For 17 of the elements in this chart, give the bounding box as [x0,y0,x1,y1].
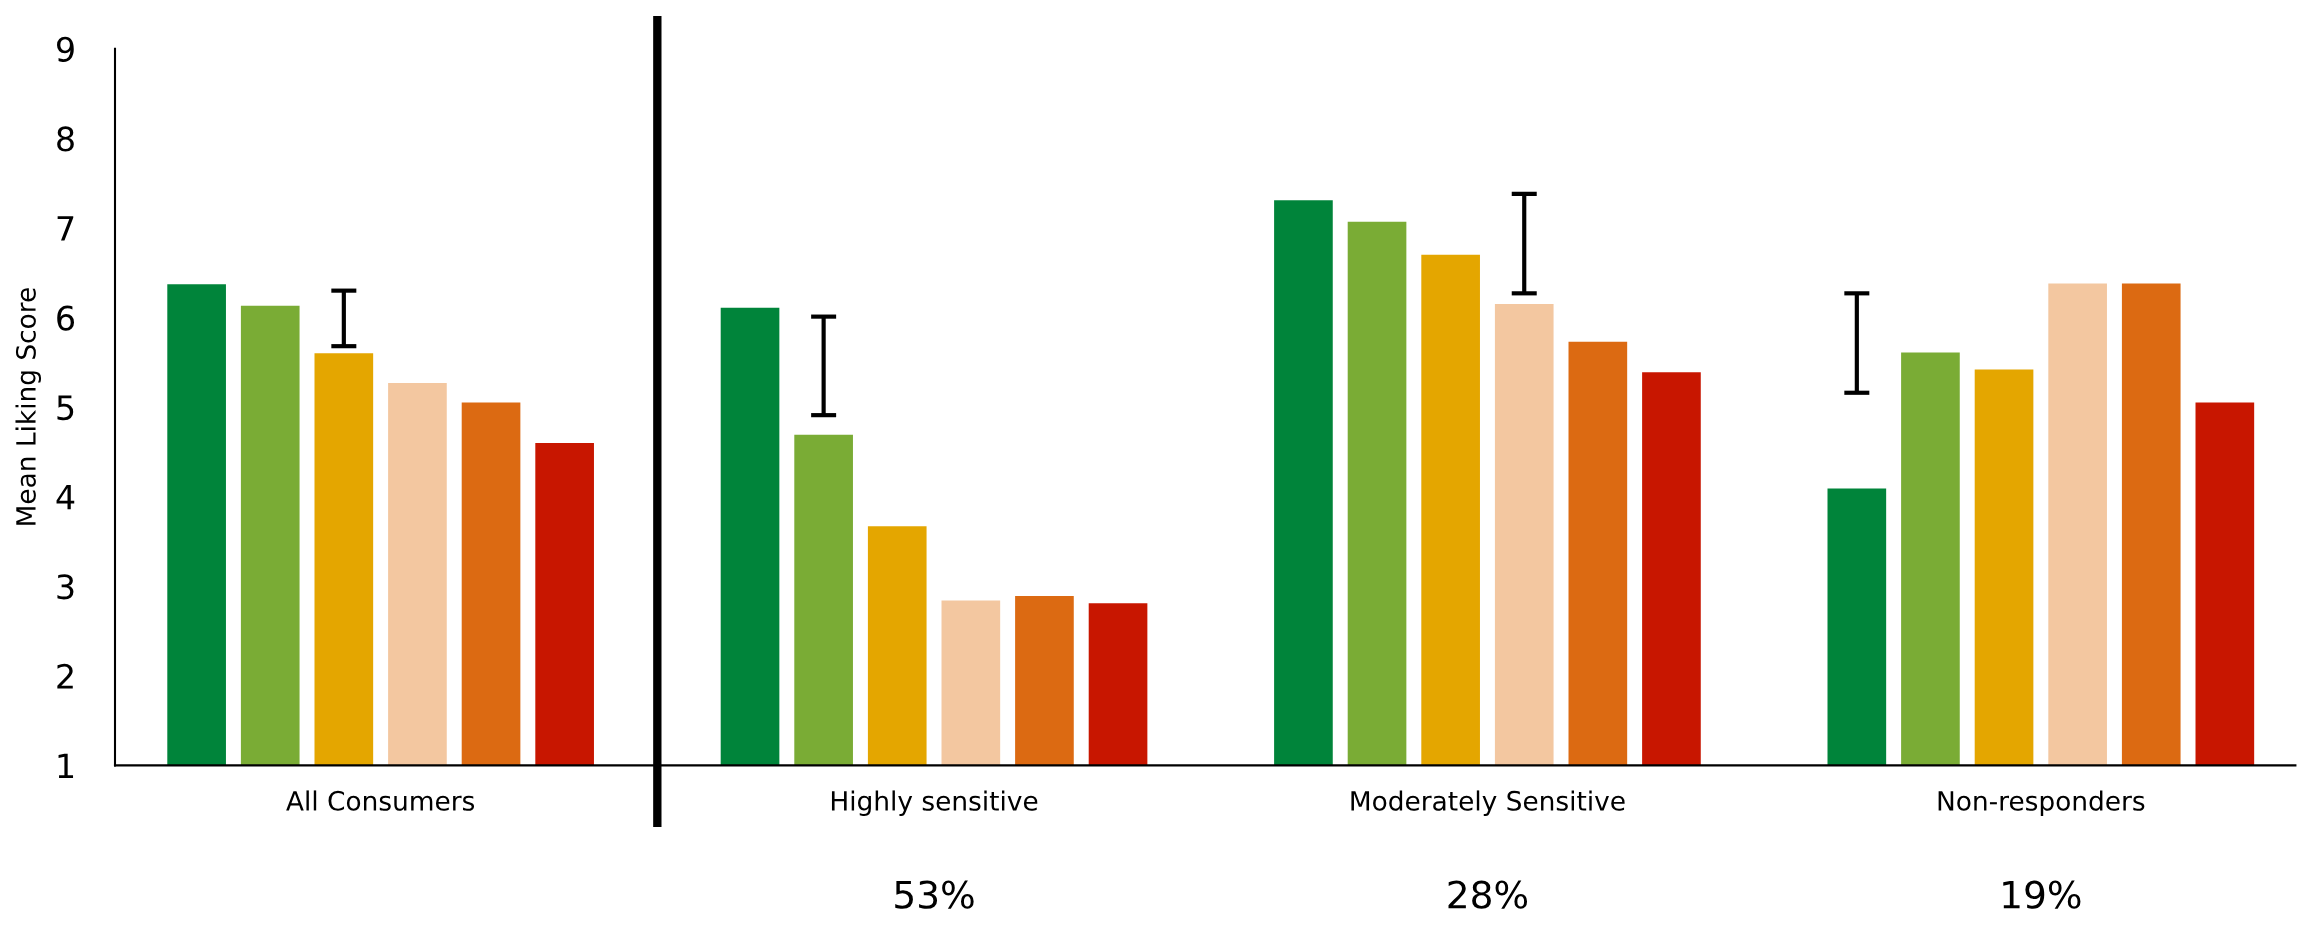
y-tick-label: 5 [57,395,74,421]
y-tick-label: 6 [57,305,75,331]
x-tick-label: All Consumers [286,790,475,811]
x-tick-label: Highly sensitive [831,790,1038,816]
y-tick-label: 8 [57,126,74,152]
y-tick-label: 4 [56,485,75,510]
x-tick-label: Non-responders [1938,790,2145,816]
text: 53% [895,880,974,909]
y-tick-label: 3 [57,574,74,600]
y-axis-title: Mean Liking Score [15,288,42,525]
text: 19% [2003,880,2081,909]
y-tick-label: 1 [58,753,74,779]
y-tick-label: 9 [57,36,74,62]
y-tick-label: 2 [57,663,73,689]
y-tick-label: 7 [57,216,74,241]
text: 28% [1448,880,1528,909]
x-tick-label: Moderately Sensitive [1351,790,1625,816]
